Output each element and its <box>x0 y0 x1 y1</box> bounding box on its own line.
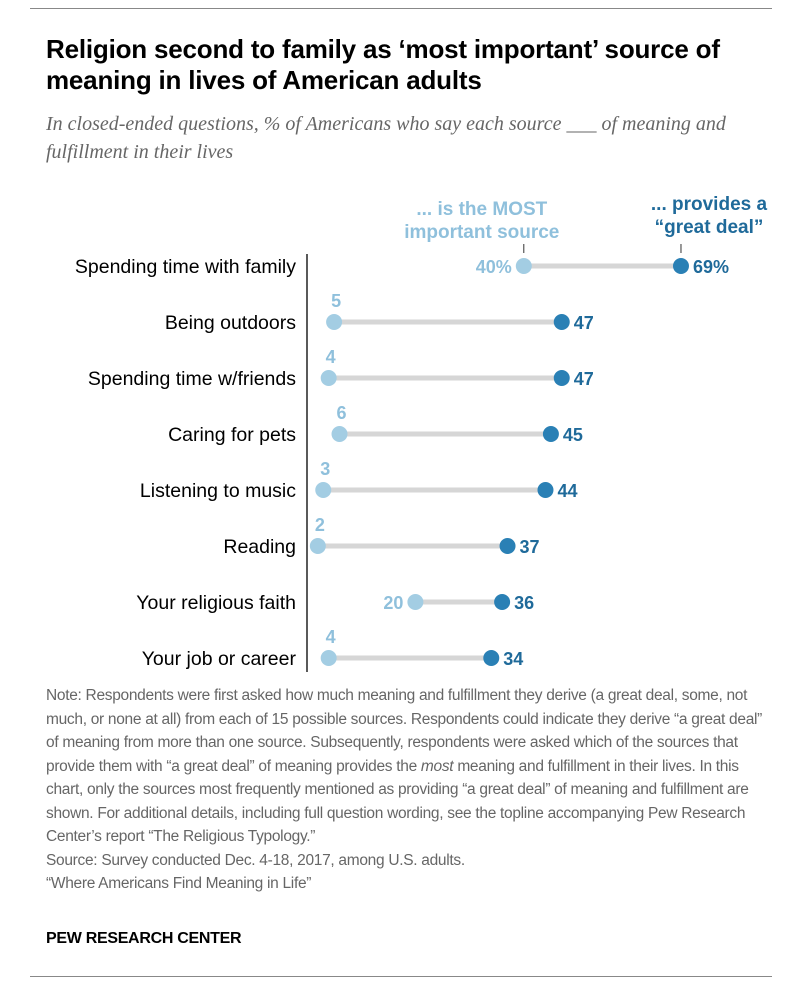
label-most-important: 6 <box>337 403 347 423</box>
legend-great-line1: ... provides a <box>651 194 768 215</box>
dot-most-important <box>331 426 348 442</box>
note-part: meaning and fulfillment in their lives. … <box>46 757 749 846</box>
dot-great-deal <box>672 258 689 274</box>
label-great-deal: 34 <box>503 649 523 669</box>
category-label: Your job or career <box>142 648 297 670</box>
label-most-important: 2 <box>315 515 325 535</box>
dot-great-deal <box>553 314 570 330</box>
chart-note: Note: Respondents were first asked how m… <box>46 684 776 896</box>
dot-great-deal <box>542 426 559 442</box>
note-italic: most <box>420 757 454 775</box>
category-label: Caring for pets <box>168 424 296 446</box>
dot-most-important <box>326 314 343 330</box>
category-label: Being outdoors <box>165 312 296 334</box>
label-great-deal: 47 <box>574 369 594 389</box>
category-label: Listening to music <box>140 480 296 502</box>
label-most-important: 4 <box>326 627 336 647</box>
label-most-important: 40% <box>476 257 512 277</box>
category-label: Spending time w/friends <box>88 368 296 390</box>
top-rule <box>30 8 772 9</box>
chart-subtitle: In closed-ended questions, % of American… <box>46 113 726 163</box>
note-part: Note: Respondents were first asked how m… <box>46 687 763 775</box>
source-text: Source: Survey conducted Dec. 4-18, 2017… <box>46 851 465 869</box>
legend-most-line1: ... is the MOST <box>416 199 547 220</box>
label-great-deal: 45 <box>563 425 583 445</box>
report-text: “Where Americans Find Meaning in Life” <box>46 875 312 892</box>
label-great-deal: 44 <box>557 481 577 501</box>
legend-great-line2: “great deal” <box>655 217 764 238</box>
pew-logo-text: PEW RESEARCH CENTER <box>46 930 242 947</box>
legend-most-line2: important source <box>404 222 559 243</box>
dot-great-deal <box>537 482 554 498</box>
label-most-important: 4 <box>326 347 336 367</box>
dot-most-important <box>320 650 337 666</box>
dot-most-important <box>309 538 326 554</box>
dot-great-deal <box>499 538 516 554</box>
label-most-important: 3 <box>320 459 330 479</box>
dot-great-deal <box>553 370 570 386</box>
dot-most-important <box>320 370 337 386</box>
category-label: Your religious faith <box>136 592 296 614</box>
note-text: Note: Respondents were first asked how m… <box>46 684 776 849</box>
bottom-rule <box>30 976 772 977</box>
label-most-important: 5 <box>331 291 341 311</box>
category-label: Spending time with family <box>75 256 296 278</box>
label-great-deal: 69% <box>693 257 729 277</box>
dot-great-deal <box>483 650 500 666</box>
dot-most-important <box>515 258 532 274</box>
dot-great-deal <box>494 594 511 610</box>
category-label: Reading <box>223 536 296 558</box>
label-great-deal: 37 <box>520 537 540 557</box>
label-most-important: 20 <box>383 593 403 613</box>
chart-title: Religion second to family as ‘most impor… <box>46 34 720 95</box>
dot-most-important <box>315 482 332 498</box>
label-great-deal: 47 <box>574 313 594 333</box>
label-great-deal: 36 <box>514 593 534 613</box>
dot-most-important <box>407 594 424 610</box>
